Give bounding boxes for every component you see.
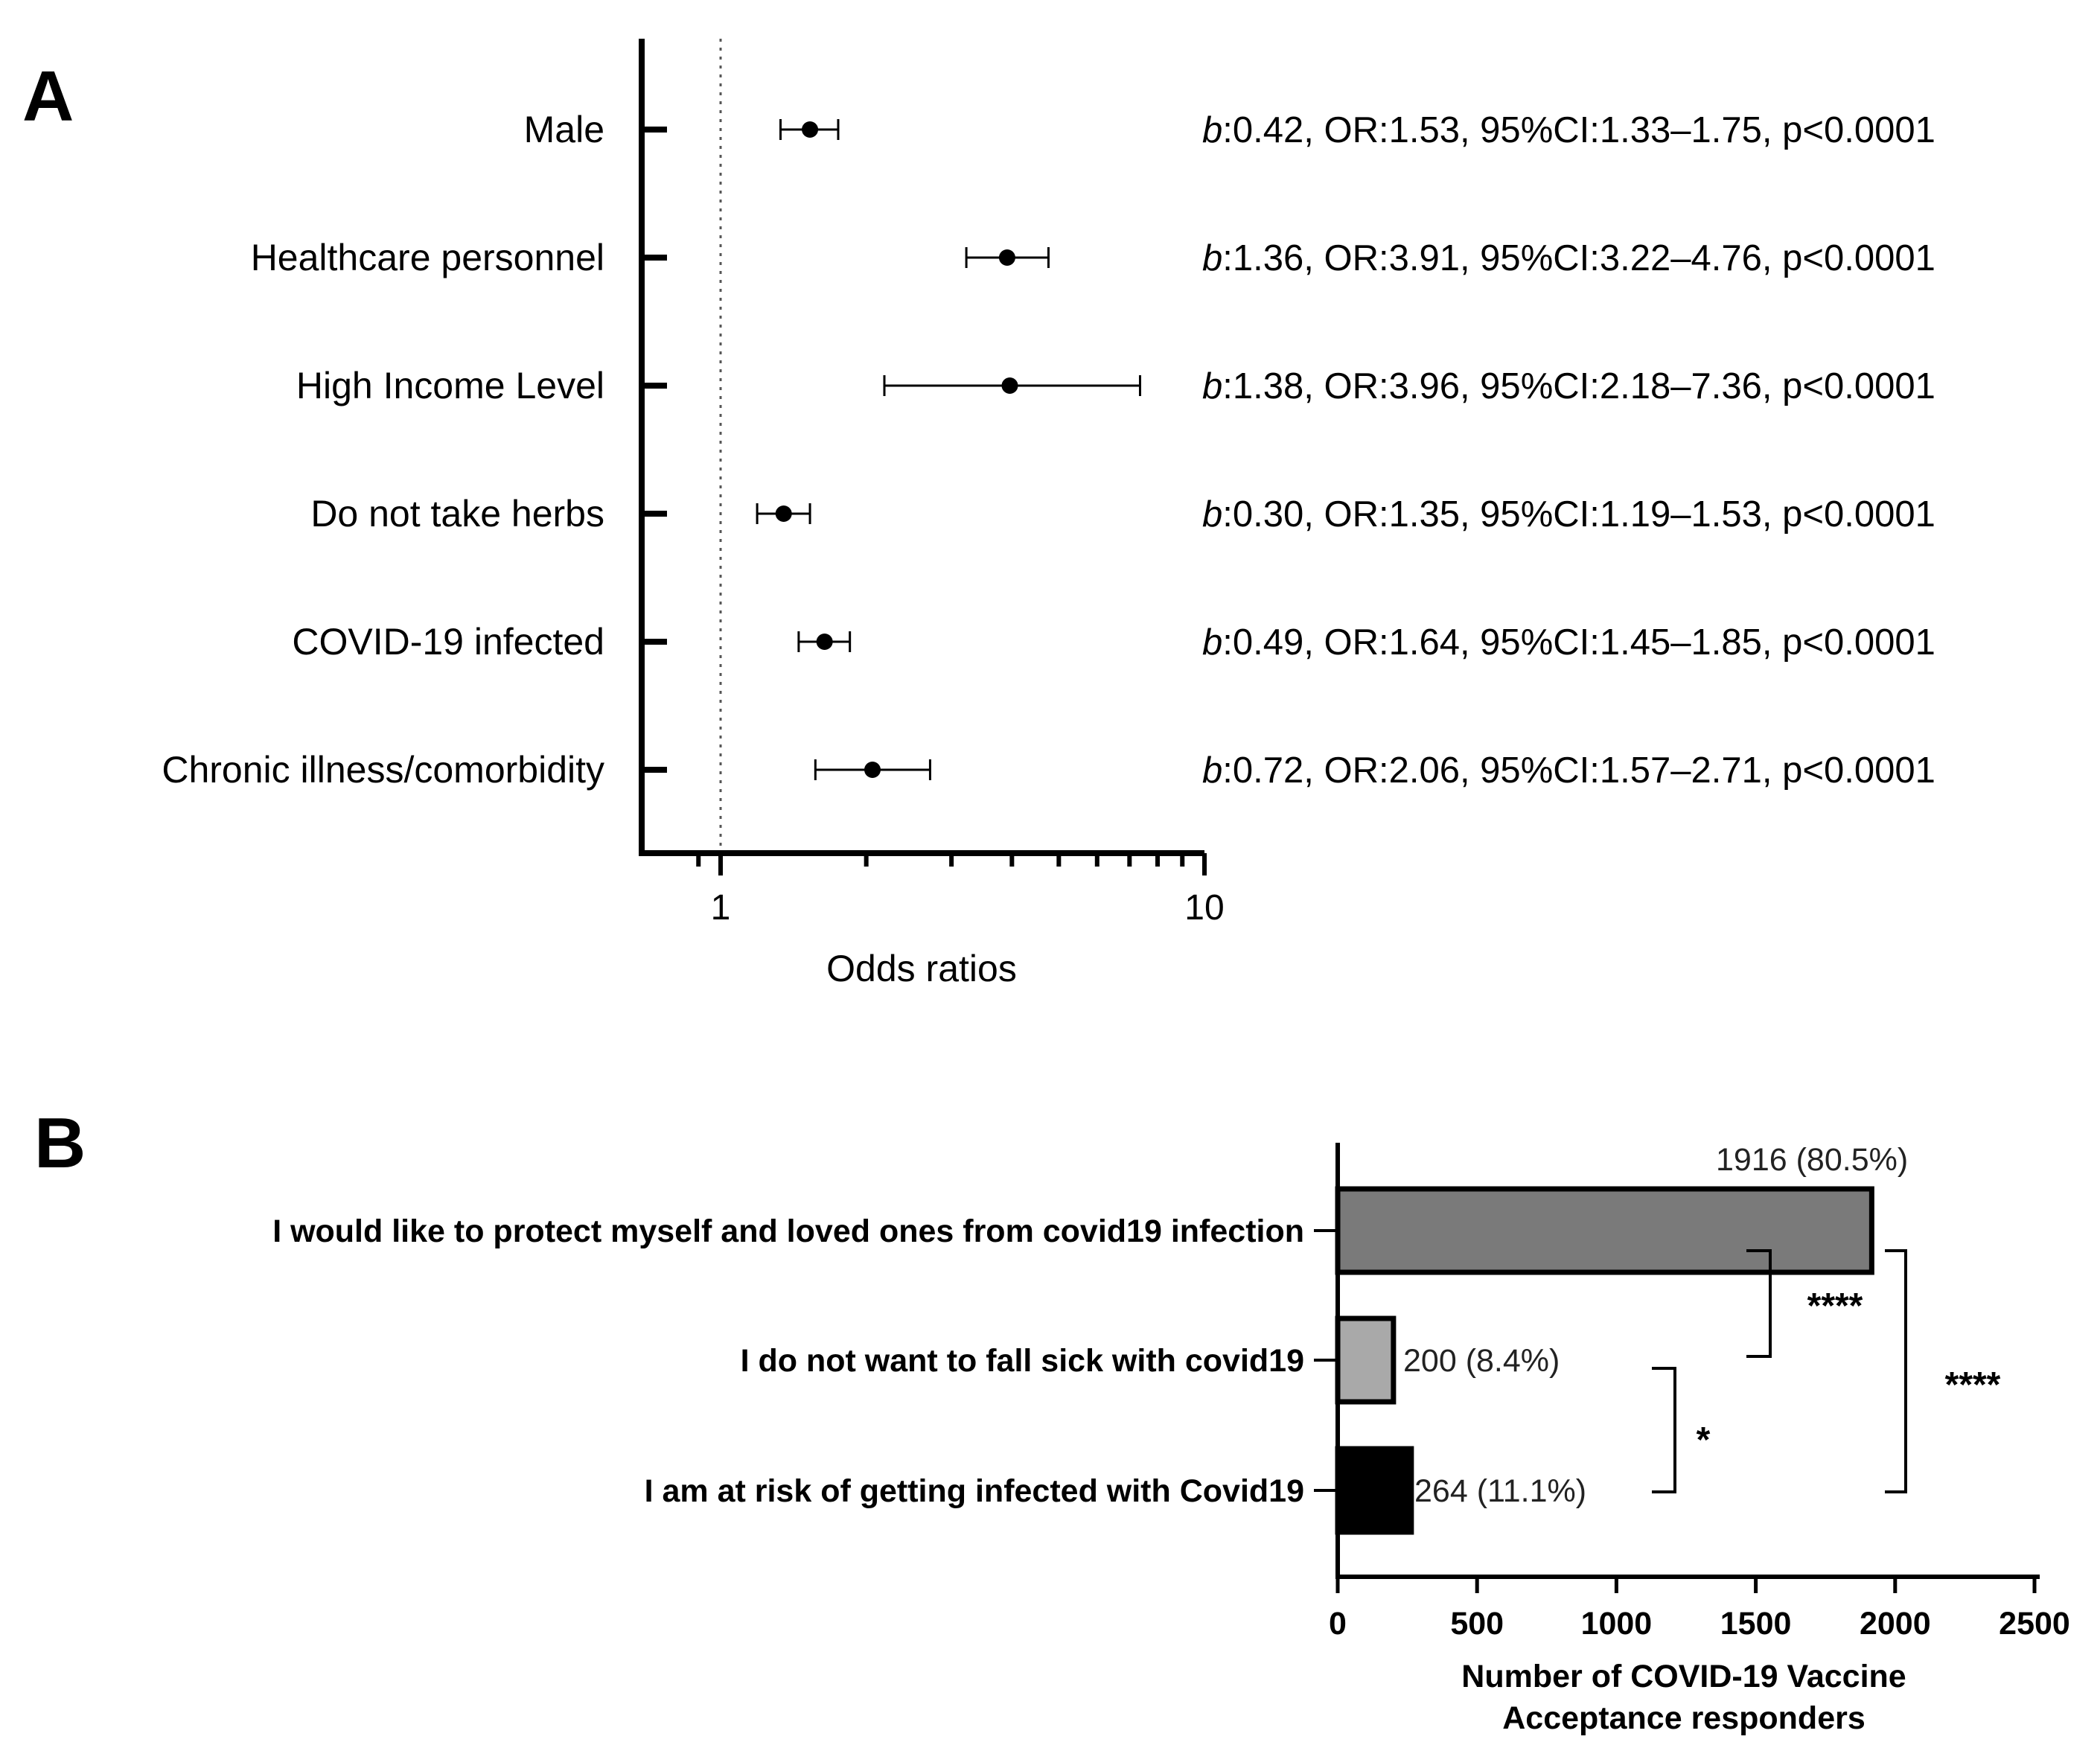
row-stat-text: b:0.49, OR:1.64, 95%CI:1.45–1.85, p<0.00… [1202, 622, 1935, 663]
bar-category-label: I would like to protect myself and loved… [272, 1213, 1304, 1249]
stat-b-symbol: b [1202, 238, 1222, 278]
stat-b-symbol: b [1202, 622, 1222, 663]
odds-ratio-point [998, 249, 1015, 266]
bar-category-label: I do not want to fall sick with covid19 [741, 1343, 1304, 1379]
row-label: Chronic illness/comorbidity [162, 749, 604, 791]
x-tick-label-b: 1000 [1581, 1606, 1653, 1642]
x-tick-label-b: 1500 [1720, 1606, 1792, 1642]
significance-bracket [1885, 1249, 1907, 1493]
odds-ratio-point [864, 762, 881, 778]
odds-ratio-point [816, 634, 833, 650]
x-tick-label-b: 0 [1329, 1606, 1347, 1642]
bar-data-label: 264 (11.1%) [1414, 1473, 1586, 1509]
row-stat-text: b:0.72, OR:2.06, 95%CI:1.57–2.71, p<0.00… [1202, 750, 1935, 791]
stat-values: :1.38, OR:3.96, 95%CI:2.18–7.36, p<0.000… [1222, 366, 1935, 406]
row-stat-text: b:0.30, OR:1.35, 95%CI:1.19–1.53, p<0.00… [1202, 494, 1935, 535]
row-label: Male [524, 109, 604, 150]
row-label: Healthcare personnel [251, 237, 604, 278]
stat-b-symbol: b [1202, 110, 1222, 150]
panel-letter-a: A [22, 57, 74, 136]
row-stat-text: b:0.42, OR:1.53, 95%CI:1.33–1.75, p<0.00… [1202, 110, 1935, 150]
panel-letter-b: B [34, 1103, 86, 1183]
odds-ratio-point [802, 121, 819, 138]
x-axis-title-b-line2: Acceptance responders [1502, 1700, 1866, 1736]
bar-data-label: 200 (8.4%) [1403, 1343, 1560, 1379]
x-tick-label-b: 2000 [1860, 1606, 1931, 1642]
bar [1335, 1446, 1414, 1535]
bar-data-label: 1916 (80.5%) [1716, 1142, 1908, 1178]
stat-values: :0.42, OR:1.53, 95%CI:1.33–1.75, p<0.000… [1222, 110, 1935, 150]
significance-label: **** [1945, 1365, 2001, 1405]
stat-values: :0.49, OR:1.64, 95%CI:1.45–1.85, p<0.000… [1222, 622, 1935, 663]
row-label: Do not take herbs [310, 493, 604, 535]
stat-b-symbol: b [1202, 366, 1222, 406]
bar [1335, 1315, 1397, 1405]
x-axis-title-b-line1: Number of COVID-19 Vaccine [1461, 1659, 1906, 1694]
x-tick-label-b: 2500 [1999, 1606, 2070, 1642]
bar-category-label: I am at risk of getting infected with Co… [645, 1473, 1304, 1509]
significance-label: * [1697, 1420, 1711, 1460]
odds-ratio-point [775, 505, 792, 522]
bar [1335, 1186, 1874, 1275]
odds-ratio-point [1001, 377, 1018, 394]
stat-b-symbol: b [1202, 750, 1222, 791]
stat-b-symbol: b [1202, 494, 1222, 535]
significance-bracket [1652, 1367, 1676, 1493]
x-tick-label: 1 [711, 888, 731, 928]
x-axis-title-a: Odds ratios [826, 948, 1017, 989]
row-label: High Income Level [296, 365, 604, 406]
panel-a: A Male b:0.42, OR:1.53, 95%CI:1.33–1.75, … [22, 39, 1935, 989]
significance-bracket [1746, 1249, 1772, 1358]
x-tick-label-b: 500 [1450, 1606, 1504, 1642]
row-stat-text: b:1.36, OR:3.91, 95%CI:3.22–4.76, p<0.00… [1202, 238, 1935, 278]
stat-values: :1.36, OR:3.91, 95%CI:3.22–4.76, p<0.000… [1222, 238, 1935, 278]
panel-b: B I would like to protect myself and lov… [34, 1103, 2070, 1736]
row-stat-text: b:1.38, OR:3.96, 95%CI:2.18–7.36, p<0.00… [1202, 366, 1935, 406]
significance-label: **** [1807, 1286, 1863, 1326]
x-tick-label: 10 [1184, 888, 1224, 928]
row-label: COVID-19 infected [292, 621, 604, 663]
stat-values: :0.72, OR:2.06, 95%CI:1.57–2.71, p<0.000… [1222, 750, 1935, 791]
stat-values: :0.30, OR:1.35, 95%CI:1.19–1.53, p<0.000… [1222, 494, 1935, 535]
